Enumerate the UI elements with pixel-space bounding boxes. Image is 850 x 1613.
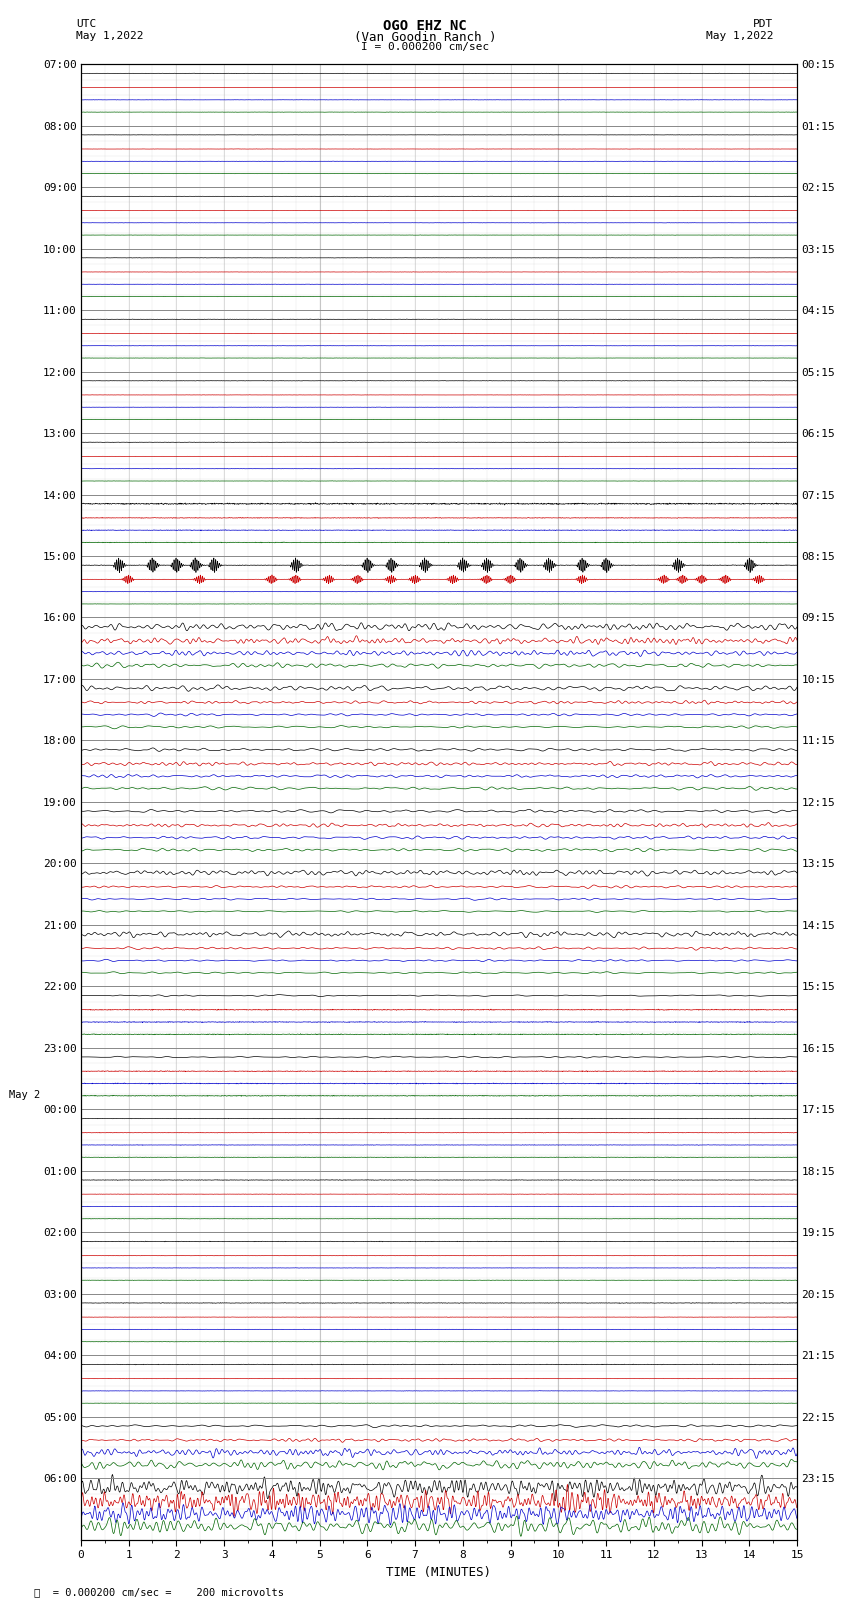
Text: I = 0.000200 cm/sec: I = 0.000200 cm/sec bbox=[361, 42, 489, 52]
Text: May 2: May 2 bbox=[9, 1090, 41, 1100]
Text: PDT: PDT bbox=[753, 19, 774, 29]
X-axis label: TIME (MINUTES): TIME (MINUTES) bbox=[387, 1566, 491, 1579]
Text: UTC: UTC bbox=[76, 19, 97, 29]
Text: OGO EHZ NC: OGO EHZ NC bbox=[383, 19, 467, 34]
Text: May 1,2022: May 1,2022 bbox=[76, 31, 144, 40]
Text: ⎺  = 0.000200 cm/sec =    200 microvolts: ⎺ = 0.000200 cm/sec = 200 microvolts bbox=[34, 1587, 284, 1597]
Text: May 1,2022: May 1,2022 bbox=[706, 31, 774, 40]
Text: (Van Goodin Ranch ): (Van Goodin Ranch ) bbox=[354, 31, 496, 44]
